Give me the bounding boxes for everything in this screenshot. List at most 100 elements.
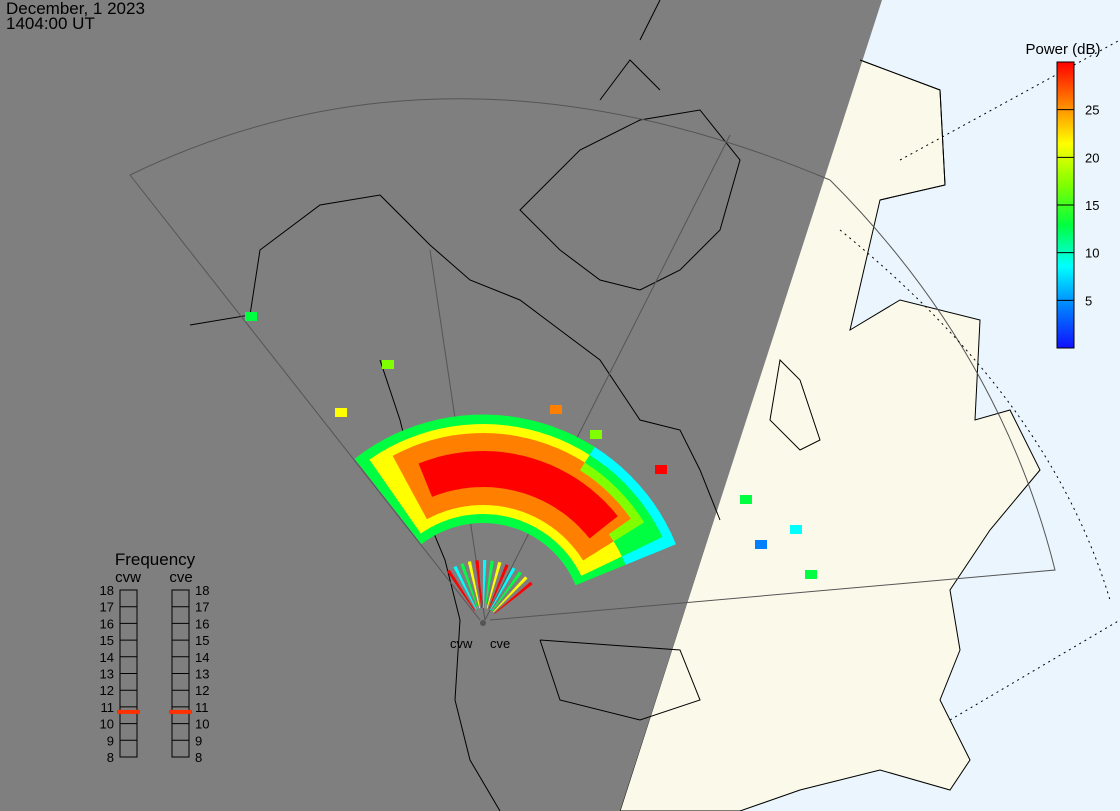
radar-site-marker	[480, 620, 486, 626]
backscatter-cell	[491, 604, 498, 612]
backscatter-cell	[572, 554, 584, 566]
backscatter-cell	[496, 561, 502, 571]
backscatter-cell	[497, 588, 504, 597]
backscatter-cell	[501, 460, 512, 472]
frequency-tick-label: 17	[100, 600, 114, 615]
backscatter-cell	[579, 549, 592, 561]
backscatter-cell	[470, 504, 479, 515]
backscatter-cell	[500, 591, 507, 599]
backscatter-cell	[534, 469, 547, 482]
backscatter-cell	[494, 607, 502, 614]
backscatter-cell	[454, 442, 466, 454]
backscatter-cell	[630, 513, 645, 528]
backscatter-cell	[503, 594, 511, 602]
frequency-tick-label: 10	[100, 717, 114, 732]
backscatter-cell	[469, 569, 474, 578]
frequency-tick-label: 14	[195, 650, 209, 665]
backscatter-cell	[483, 486, 492, 497]
backscatter-cell	[457, 573, 464, 582]
colorbar-tick-label: 15	[1085, 198, 1099, 213]
backscatter-cell	[415, 422, 431, 435]
backscatter-cell	[458, 469, 469, 480]
backscatter-cell	[495, 414, 509, 426]
backscatter-cell	[466, 468, 477, 479]
backscatter-cell	[605, 560, 618, 572]
backscatter-cell	[494, 569, 500, 579]
backscatter-cell	[484, 600, 487, 609]
backscatter-cell	[441, 472, 453, 484]
backscatter-cell	[509, 462, 521, 474]
backscatter-cell	[528, 420, 543, 433]
backscatter-cell	[500, 602, 508, 609]
frequency-marker-cvw	[117, 709, 140, 714]
backscatter-cell	[493, 450, 504, 462]
backscatter-cell	[575, 560, 587, 571]
backscatter-cell	[420, 518, 432, 531]
radar-label-cvw: cvw	[450, 636, 473, 651]
backscatter-cell	[413, 471, 426, 484]
date-label: December, 1 2023	[6, 0, 145, 18]
backscatter-cell	[428, 485, 440, 497]
frequency-tick-label: 10	[195, 717, 209, 732]
backscatter-cell	[581, 571, 593, 582]
frequency-tick-label: 9	[107, 733, 114, 748]
backscatter-cell	[531, 527, 542, 539]
backscatter-cell	[383, 455, 398, 469]
backscatter-cell	[546, 526, 558, 539]
backscatter-cell	[485, 592, 489, 601]
backscatter-cell	[514, 582, 522, 590]
backscatter-cell	[483, 560, 487, 569]
backscatter-cell	[484, 423, 497, 434]
colorbar-tick-label: 20	[1085, 150, 1099, 165]
backscatter-cell	[526, 428, 540, 441]
backscatter-cell	[468, 486, 478, 497]
backscatter-cell	[426, 419, 441, 432]
backscatter-cell	[382, 360, 394, 369]
backscatter-cell	[457, 506, 466, 517]
frequency-tick-label: 9	[195, 733, 202, 748]
backscatter-cell	[549, 426, 565, 440]
backscatter-cell	[430, 465, 443, 478]
backscatter-cell	[492, 577, 497, 586]
backscatter-cell	[489, 513, 497, 524]
backscatter-cell	[575, 448, 591, 463]
backscatter-cell	[478, 584, 481, 593]
backscatter-cell	[465, 596, 471, 605]
backscatter-cell	[429, 428, 443, 440]
frequency-title: Frequency	[115, 550, 196, 569]
backscatter-cell	[442, 434, 455, 447]
backscatter-cell	[475, 560, 480, 569]
backscatter-cell	[528, 505, 540, 518]
backscatter-cell	[436, 454, 449, 466]
backscatter-cell	[473, 423, 486, 434]
backscatter-cell	[463, 570, 469, 580]
backscatter-cell	[469, 495, 478, 506]
backscatter-cell	[511, 453, 523, 465]
backscatter-cell	[460, 563, 466, 572]
backscatter-cell	[560, 430, 576, 445]
backscatter-cell	[560, 539, 572, 551]
backscatter-cell	[498, 600, 505, 607]
backscatter-cell	[755, 540, 767, 549]
backscatter-cell	[431, 436, 445, 449]
land-day	[619, 0, 1041, 811]
backscatter-cell	[505, 574, 512, 583]
backscatter-cell	[465, 514, 473, 525]
backscatter-cell	[566, 443, 581, 458]
backscatter-cell	[499, 478, 509, 490]
backscatter-cell	[491, 477, 501, 488]
backscatter-cell	[506, 479, 517, 491]
backscatter-cell	[449, 415, 463, 427]
backscatter-cell	[514, 481, 525, 493]
backscatter-cell	[475, 477, 485, 488]
backscatter-cell	[651, 512, 667, 528]
backscatter-cell	[631, 499, 647, 514]
backscatter-cell	[474, 441, 485, 452]
backscatter-cell	[484, 459, 494, 470]
frequency-tick-label: 12	[100, 683, 114, 698]
backscatter-cell	[567, 565, 580, 576]
backscatter-cell	[464, 587, 470, 596]
backscatter-cell	[483, 592, 485, 600]
